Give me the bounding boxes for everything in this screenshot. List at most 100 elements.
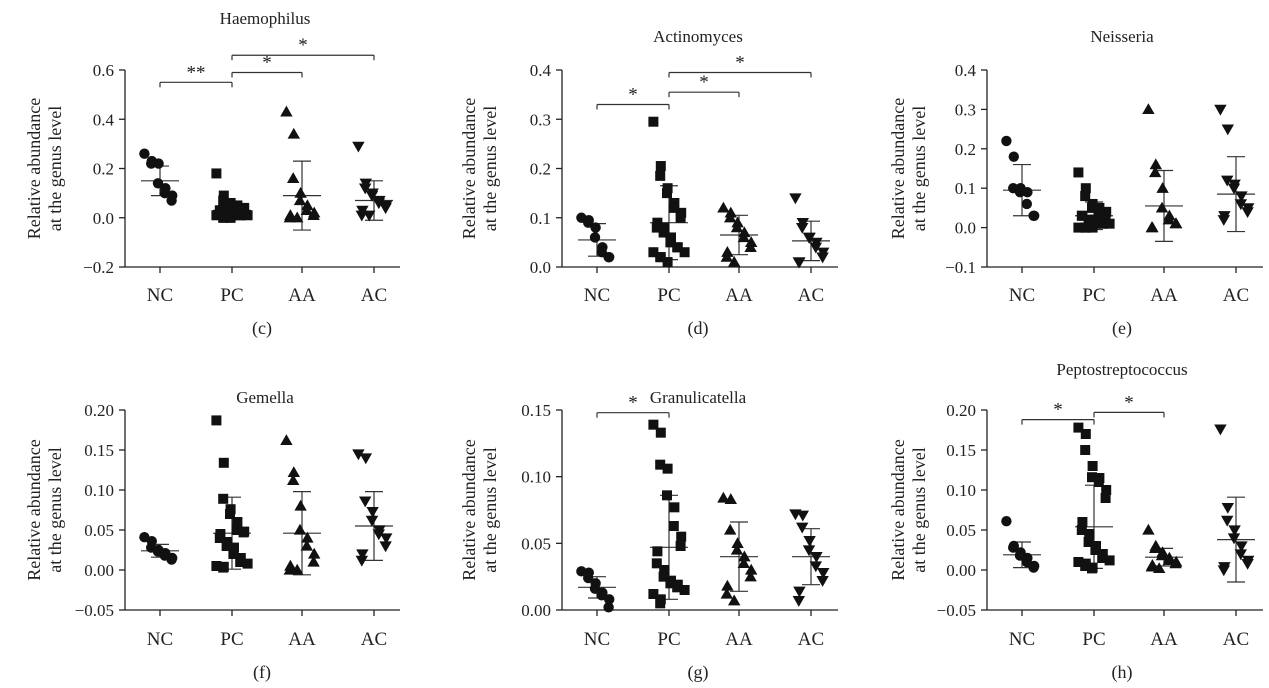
data-point xyxy=(1169,557,1182,569)
y-tick-label: 0.15 xyxy=(521,401,551,420)
y-tick-label: 0.05 xyxy=(84,521,114,540)
data-point xyxy=(658,571,669,582)
data-point xyxy=(291,563,304,575)
data-point xyxy=(229,542,239,553)
data-point xyxy=(679,585,690,595)
data-point xyxy=(731,537,744,548)
y-axis-label: Relative abundanceat the genus level xyxy=(459,439,500,580)
data-point xyxy=(1221,502,1234,514)
data-point xyxy=(1214,424,1227,436)
data-point xyxy=(218,195,229,206)
data-point xyxy=(355,555,368,567)
y-tick-label: 0.15 xyxy=(946,441,976,460)
data-point xyxy=(724,493,737,504)
data-point xyxy=(166,195,177,206)
y-axis-label: Relative abundanceat the genus level xyxy=(888,98,929,239)
y-tick-label: 0.1 xyxy=(955,179,976,198)
data-point xyxy=(1101,485,1112,495)
y-tick-label: 0.0 xyxy=(93,209,114,228)
y-tick-label: 0.15 xyxy=(84,441,114,460)
series-ac xyxy=(789,193,830,269)
data-point xyxy=(816,576,829,587)
chart-title: Peptostreptococcus xyxy=(1056,360,1187,379)
y-tick-label: −0.05 xyxy=(75,601,114,620)
data-point xyxy=(1214,104,1227,116)
y-tick-label: 0.00 xyxy=(946,561,976,580)
data-point xyxy=(675,541,686,551)
x-tick-label: PC xyxy=(657,629,680,650)
x-tick-label: NC xyxy=(584,285,610,306)
data-point xyxy=(218,562,229,573)
data-point xyxy=(1083,214,1094,225)
axes xyxy=(119,69,400,273)
series-nc xyxy=(139,532,179,565)
data-point xyxy=(1221,515,1234,527)
data-point xyxy=(1234,199,1247,211)
y-axis-label: Relative abundanceat the genus level xyxy=(459,98,500,239)
y-axis-label: Relative abundanceat the genus level xyxy=(24,98,65,239)
chart-panel-1: Actinomyces Relative abundanceat the genu… xyxy=(459,27,838,339)
data-point xyxy=(717,201,730,213)
data-point xyxy=(731,216,744,228)
data-point xyxy=(737,557,750,568)
data-point xyxy=(651,558,662,569)
data-point xyxy=(730,221,744,233)
data-point xyxy=(1083,537,1094,547)
data-point xyxy=(218,212,229,223)
chart-title: Granulicatella xyxy=(650,388,747,407)
data-point xyxy=(1228,525,1241,537)
data-point xyxy=(1217,565,1230,577)
series-pc xyxy=(211,415,253,573)
data-point xyxy=(728,594,741,606)
data-point xyxy=(745,236,758,248)
data-point xyxy=(648,116,659,127)
data-point xyxy=(809,242,822,254)
data-point xyxy=(1022,186,1033,198)
y-tick-label: 0.20 xyxy=(946,401,976,420)
y-tick-label: 0.2 xyxy=(955,140,976,159)
series-nc xyxy=(1001,135,1041,221)
data-point xyxy=(372,529,385,541)
data-point xyxy=(1097,218,1108,229)
series-aa xyxy=(717,491,758,606)
data-point xyxy=(365,515,379,527)
data-point xyxy=(655,161,666,172)
data-point xyxy=(792,596,805,607)
y-axis-label-line2: at the genus level xyxy=(45,106,65,231)
y-axis-label-line2: at the genus level xyxy=(480,106,500,231)
data-point xyxy=(655,598,666,609)
data-point xyxy=(676,531,687,542)
data-point xyxy=(242,558,253,569)
data-point xyxy=(1080,183,1091,194)
series-aa xyxy=(280,434,321,576)
y-axis-label-line2: at the genus level xyxy=(480,447,500,572)
significance-label: * xyxy=(1053,400,1063,421)
chart-title: Haemophilus xyxy=(220,9,311,28)
data-point xyxy=(287,474,300,486)
data-point xyxy=(1149,166,1162,178)
data-point xyxy=(280,434,293,446)
data-point xyxy=(668,521,679,531)
y-tick-label: 0.3 xyxy=(955,100,976,119)
x-tick-label: PC xyxy=(1082,629,1105,650)
data-point xyxy=(1142,523,1155,535)
axes xyxy=(981,69,1263,273)
data-point xyxy=(235,557,246,567)
series-nc xyxy=(139,148,179,206)
data-point xyxy=(655,459,666,470)
data-point xyxy=(287,127,300,139)
panel-label: (d) xyxy=(688,318,709,339)
chart-title: Actinomyces xyxy=(653,27,743,46)
significance-label: * xyxy=(1124,392,1134,413)
data-point xyxy=(352,141,365,153)
data-point xyxy=(1097,553,1108,563)
significance-bracket: ** xyxy=(159,62,233,88)
data-point xyxy=(1087,472,1097,483)
x-tick-label: AC xyxy=(1223,285,1249,306)
data-point xyxy=(724,211,737,223)
y-axis-label-line2: at the genus level xyxy=(909,447,929,572)
data-point xyxy=(1241,558,1254,570)
data-point xyxy=(363,210,376,222)
x-tick-label: PC xyxy=(220,285,243,306)
series-aa xyxy=(717,201,758,267)
